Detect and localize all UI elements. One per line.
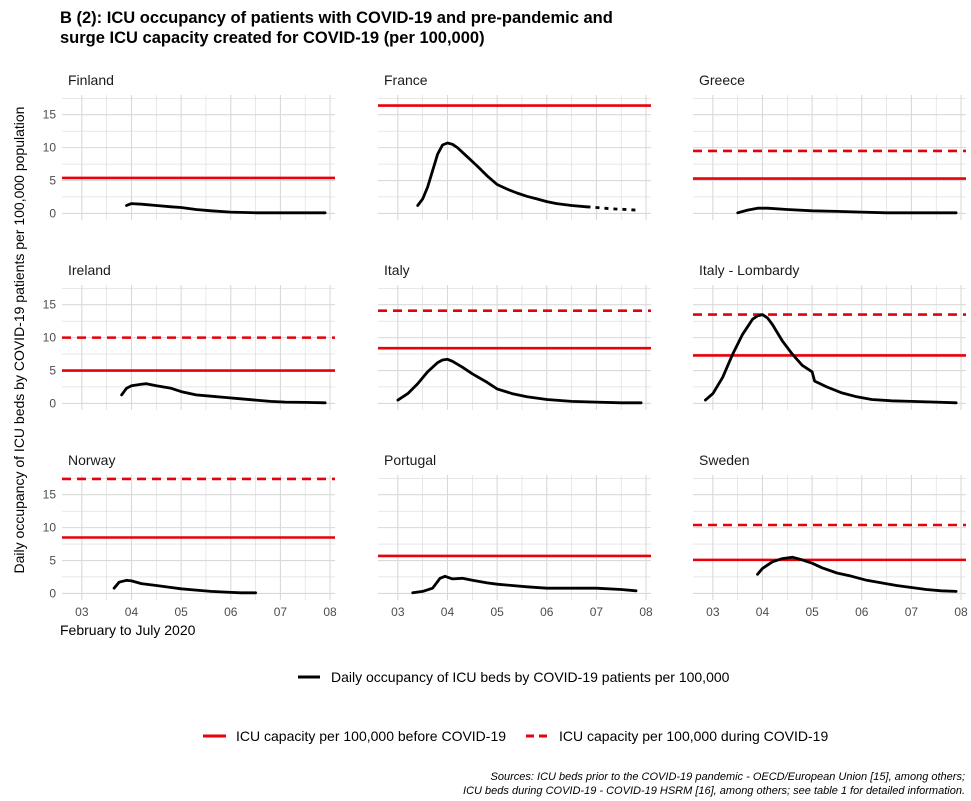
panel-title-italy-lombardy: Italy - Lombardy bbox=[699, 262, 799, 278]
panel-title-sweden: Sweden bbox=[699, 452, 750, 468]
chart-title-line1: B (2): ICU occupancy of patients with CO… bbox=[60, 9, 613, 27]
y-tick-label: 10 bbox=[43, 331, 57, 345]
legend-item-during: ICU capacity per 100,000 during COVID-19 bbox=[526, 728, 828, 744]
x-tick-label: 06 bbox=[540, 605, 554, 619]
x-tick-label: 03 bbox=[706, 605, 720, 619]
grid-greece bbox=[693, 95, 966, 220]
legend-label-during: ICU capacity per 100,000 during COVID-19 bbox=[559, 728, 828, 744]
panel-italy: Italy bbox=[378, 262, 651, 410]
chart-title: B (2): ICU occupancy of patients with CO… bbox=[60, 8, 613, 48]
occupancy-line-italy-lombardy bbox=[704, 313, 958, 405]
grid-ireland bbox=[62, 285, 335, 410]
panel-title-france: France bbox=[384, 72, 428, 88]
y-tick-label: 0 bbox=[49, 586, 56, 600]
grid-portugal bbox=[378, 475, 651, 600]
panel-title-portugal: Portugal bbox=[384, 452, 436, 468]
panel-title-italy: Italy bbox=[384, 262, 410, 278]
x-tick-label: 08 bbox=[323, 605, 337, 619]
grid-sweden bbox=[693, 475, 966, 600]
x-tick-label: 08 bbox=[954, 605, 968, 619]
x-tick-label: 07 bbox=[905, 605, 919, 619]
y-tick-label: 5 bbox=[49, 554, 56, 568]
legend-item-before: ICU capacity per 100,000 before COVID-19 bbox=[203, 728, 506, 744]
x-tick-label: 06 bbox=[224, 605, 238, 619]
panel-greece: Greece bbox=[693, 72, 966, 220]
grid-italy-lombardy bbox=[693, 285, 966, 410]
occupancy-line-sweden bbox=[756, 555, 958, 593]
y-tick-label: 15 bbox=[43, 108, 57, 122]
x-tick-label: 04 bbox=[125, 605, 139, 619]
source-note: Sources: ICU beds prior to the COVID-19 … bbox=[463, 770, 965, 798]
occupancy-line-france bbox=[416, 141, 588, 209]
panel-title-ireland: Ireland bbox=[68, 262, 111, 278]
x-tick-label: 08 bbox=[639, 605, 653, 619]
panel-title-finland: Finland bbox=[68, 72, 114, 88]
y-tick-label: 5 bbox=[49, 174, 56, 188]
x-tick-label: 07 bbox=[274, 605, 288, 619]
source-line1: Sources: ICU beds prior to the COVID-19 … bbox=[490, 771, 965, 783]
panel-sweden: Sweden bbox=[693, 452, 966, 600]
panel-title-greece: Greece bbox=[699, 72, 745, 88]
x-tick-label: 07 bbox=[590, 605, 604, 619]
x-tick-label: 05 bbox=[490, 605, 504, 619]
x-tick-label: 03 bbox=[391, 605, 405, 619]
y-tick-label: 15 bbox=[43, 298, 57, 312]
y-tick-label: 5 bbox=[49, 364, 56, 378]
occupancy-line-greece bbox=[736, 206, 958, 215]
chart-legend: Daily occupancy of ICU beds by COVID-19 … bbox=[203, 669, 828, 744]
grid-france bbox=[378, 95, 651, 220]
occupancy-line-norway bbox=[112, 578, 258, 595]
x-tick-label: 03 bbox=[75, 605, 89, 619]
occupancy-line-finland bbox=[125, 202, 327, 215]
occupancy-line-ireland bbox=[120, 382, 327, 405]
legend-item-occupancy: Daily occupancy of ICU beds by COVID-19 … bbox=[298, 669, 730, 685]
y-tick-label: 10 bbox=[43, 141, 57, 155]
y-tick-label: 0 bbox=[49, 206, 56, 220]
y-tick-label: 15 bbox=[43, 488, 57, 502]
x-axis-title: February to July 2020 bbox=[60, 622, 196, 638]
panel-norway: Norway bbox=[62, 452, 335, 600]
occupancy-line-portugal bbox=[411, 574, 638, 595]
y-tick-label: 10 bbox=[43, 521, 57, 535]
chart-title-line2: surge ICU capacity created for COVID-19 … bbox=[60, 29, 485, 47]
legend-label-before: ICU capacity per 100,000 before COVID-19 bbox=[236, 728, 506, 744]
x-tick-label: 05 bbox=[174, 605, 188, 619]
y-axis-title: Daily occupancy of ICU beds by COVID-19 … bbox=[11, 107, 27, 574]
legend-label-occupancy: Daily occupancy of ICU beds by COVID-19 … bbox=[331, 669, 730, 685]
y-tick-label: 0 bbox=[49, 396, 56, 410]
panel-title-norway: Norway bbox=[68, 452, 115, 468]
x-tick-label: 05 bbox=[805, 605, 819, 619]
panel-france: France bbox=[378, 72, 651, 220]
panel-italy-lombardy: Italy - Lombardy bbox=[693, 262, 966, 410]
x-tick-label: 04 bbox=[756, 605, 770, 619]
grid-finland bbox=[62, 95, 335, 220]
x-tick-label: 06 bbox=[855, 605, 869, 619]
x-tick-label: 04 bbox=[441, 605, 455, 619]
occupancy-line-dotted-france bbox=[586, 205, 637, 212]
occupancy-line-italy bbox=[396, 357, 643, 405]
panel-ireland: Ireland bbox=[62, 262, 335, 410]
chart-panels: Finland France Greece Ireland Italy Italy - L… bbox=[62, 72, 966, 600]
source-line2: ICU beds during COVID-19 - COVID-19 HSRM… bbox=[463, 785, 965, 797]
panel-finland: Finland bbox=[62, 72, 335, 220]
panel-portugal: Portugal bbox=[378, 452, 651, 600]
